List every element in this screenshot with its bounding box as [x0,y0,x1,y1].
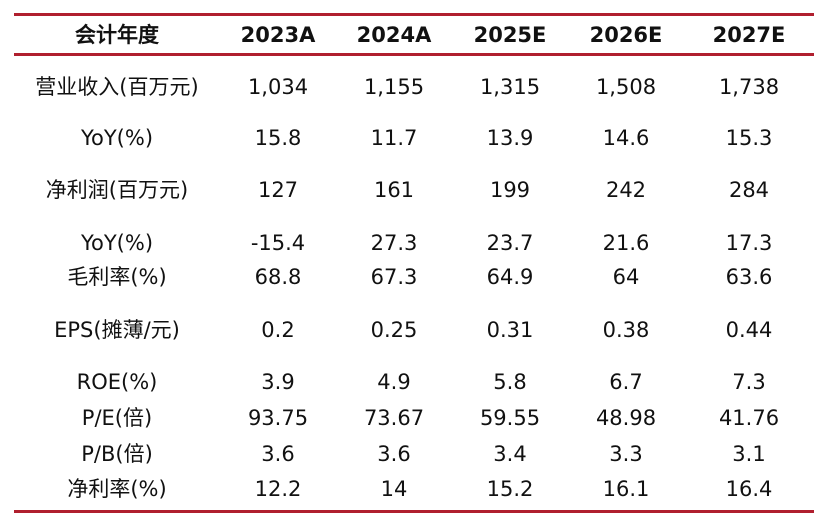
table-cell: 0.25 [370,318,418,342]
row-label: 营业收入(百万元) [35,75,199,99]
table-header-row: 会计年度 2023A 2024A 2025E 2026E 2027E [14,19,814,51]
table-cell: 4.9 [377,370,411,394]
table-cell: 0.2 [261,318,295,342]
row-label: 毛利率(%) [67,265,167,289]
table-cell: 63.6 [725,265,773,289]
table-row: P/B(倍) 3.6 3.6 3.4 3.3 3.1 [14,438,814,470]
table-cell: 64.9 [486,265,534,289]
table-cell: 16.4 [725,477,773,501]
table-cell: 16.1 [602,477,650,501]
table-cell: 15.3 [725,126,773,150]
header-cell-year-label: 会计年度 [75,23,159,47]
header-cell-2024a: 2024A [356,23,432,47]
header-cell-2023a: 2023A [240,23,316,47]
table-cell: 0.44 [725,318,773,342]
table-cell: 21.6 [602,231,650,255]
table-cell: 14 [380,477,408,501]
table-cell: 1,155 [363,75,425,99]
table-cell: 127 [257,178,299,202]
table-cell: 59.55 [479,406,541,430]
table-cell: 284 [728,178,770,202]
header-cell-2027e: 2027E [712,23,786,47]
row-label: EPS(摊薄/元) [54,318,180,342]
table-cell: 93.75 [247,406,309,430]
table-cell: 199 [489,178,531,202]
header-cell-2025e: 2025E [473,23,547,47]
table-cell: 41.76 [718,406,780,430]
table-cell: 11.7 [370,126,418,150]
table-row: 净利润(百万元) 127 161 199 242 284 [14,174,814,206]
table-cell: 27.3 [370,231,418,255]
table-cell: 3.1 [732,442,766,466]
table-top-rule [14,13,814,16]
table-cell: 14.6 [602,126,650,150]
table-cell: -15.4 [250,231,306,255]
table-cell: 3.9 [261,370,295,394]
table-cell: 1,738 [718,75,780,99]
table-row: ROE(%) 3.9 4.9 5.8 6.7 7.3 [14,366,814,398]
table-cell: 12.2 [254,477,302,501]
table-row: YoY(%) -15.4 27.3 23.7 21.6 17.3 [14,227,814,259]
header-cell-2026e: 2026E [589,23,663,47]
table-row: EPS(摊薄/元) 0.2 0.25 0.31 0.38 0.44 [14,314,814,346]
row-label: P/E(倍) [81,406,153,430]
row-label: 净利率(%) [67,477,167,501]
table-row: 营业收入(百万元) 1,034 1,155 1,315 1,508 1,738 [14,71,814,103]
table-cell: 73.67 [363,406,425,430]
table-cell: 67.3 [370,265,418,289]
row-label: YoY(%) [80,126,154,150]
table-cell: 15.8 [254,126,302,150]
table-cell: 0.38 [602,318,650,342]
table-bottom-rule [14,510,814,513]
table-row: YoY(%) 15.8 11.7 13.9 14.6 15.3 [14,122,814,154]
row-label: 净利润(百万元) [45,178,189,202]
table-row: 毛利率(%) 68.8 67.3 64.9 64 63.6 [14,261,814,293]
table-cell: 5.8 [493,370,527,394]
table-cell: 1,034 [247,75,309,99]
table-cell: 161 [373,178,415,202]
table-cell: 242 [605,178,647,202]
table-cell: 7.3 [732,370,766,394]
table-cell: 3.3 [609,442,643,466]
table-cell: 68.8 [254,265,302,289]
table-cell: 3.6 [261,442,295,466]
table-cell: 0.31 [486,318,534,342]
table-cell: 13.9 [486,126,534,150]
row-label: ROE(%) [76,370,158,394]
table-row: P/E(倍) 93.75 73.67 59.55 48.98 41.76 [14,402,814,434]
table-cell: 3.6 [377,442,411,466]
table-cell: 3.4 [493,442,527,466]
row-label: YoY(%) [80,231,154,255]
row-label: P/B(倍) [81,442,153,466]
table-cell: 1,508 [595,75,657,99]
table-cell: 1,315 [479,75,541,99]
table-cell: 6.7 [609,370,643,394]
table-header-rule [14,53,814,56]
table-cell: 17.3 [725,231,773,255]
table-cell: 15.2 [486,477,534,501]
table-cell: 48.98 [595,406,657,430]
table-cell: 64 [612,265,640,289]
table-row: 净利率(%) 12.2 14 15.2 16.1 16.4 [14,473,814,505]
table-cell: 23.7 [486,231,534,255]
